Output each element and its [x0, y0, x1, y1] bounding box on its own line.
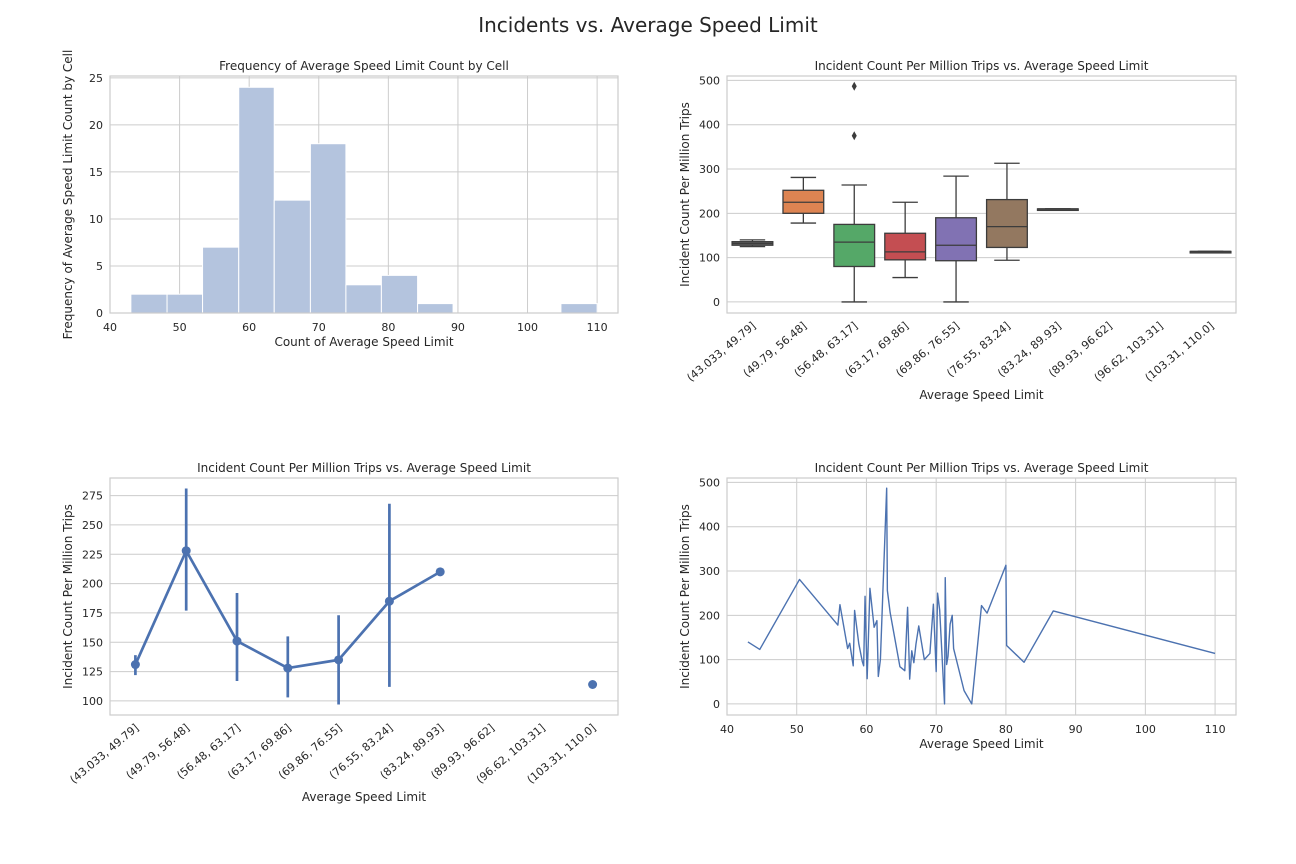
box-title: Incident Count Per Million Trips vs. Ave… — [815, 59, 1149, 73]
hist-xtick-label: 70 — [312, 321, 326, 334]
line-ytick-label: 400 — [699, 521, 720, 534]
point-marker — [181, 546, 191, 556]
box-ytick-label: 300 — [699, 163, 720, 176]
hist-bar — [202, 246, 240, 314]
hist-ytick-label: 25 — [89, 72, 103, 85]
hist-bar — [238, 86, 275, 314]
line-xtick-label: 100 — [1135, 723, 1156, 736]
hist-ytick-label: 0 — [96, 307, 103, 320]
point-marker — [588, 679, 598, 689]
box-ytick-label: 200 — [699, 207, 720, 220]
line-ytick-label: 100 — [699, 654, 720, 667]
line-frame — [726, 477, 1237, 716]
box-body — [833, 223, 876, 268]
hist-title: Frequency of Average Speed Limit Count b… — [219, 59, 509, 73]
point-title: Incident Count Per Million Trips vs. Ave… — [197, 461, 531, 475]
box-body — [985, 198, 1028, 249]
box-outlier — [851, 81, 857, 91]
line-title: Incident Count Per Million Trips vs. Ave… — [815, 461, 1149, 475]
hist-ytick-label: 10 — [89, 213, 103, 226]
line-ytick-label: 0 — [713, 698, 720, 711]
line-ytick-label: 200 — [699, 609, 720, 622]
line-xtick-label: 50 — [790, 723, 804, 736]
point-marker — [435, 567, 445, 577]
point-ytick-label: 275 — [82, 490, 103, 503]
line-xtick-label: 60 — [859, 723, 873, 736]
point-ytick-label: 200 — [82, 578, 103, 591]
hist-bar — [130, 293, 168, 314]
line-xtick-label: 110 — [1205, 723, 1226, 736]
hist-bar — [166, 293, 204, 314]
box-ylabel: Incident Count Per Million Trips — [678, 102, 692, 287]
point-marker — [283, 663, 293, 673]
point-frame — [109, 477, 619, 716]
point-ytick-label: 125 — [82, 666, 103, 679]
box-body — [935, 217, 978, 262]
hist-xtick-label: 60 — [242, 321, 256, 334]
point-ytick-label: 150 — [82, 636, 103, 649]
point-marker — [232, 636, 242, 646]
box-ytick-label: 100 — [699, 252, 720, 265]
box-outlier — [851, 131, 857, 141]
hist-bar — [309, 143, 347, 314]
point-ylabel: Incident Count Per Million Trips — [61, 504, 75, 689]
lineplot-panel: 40 50 60 70 80 90 100 110 0 100 200 300 400 500 Incide… — [678, 461, 1237, 751]
hist-xtick-label: 110 — [587, 321, 608, 334]
hist-ytick-label: 5 — [96, 260, 103, 273]
point-ytick-label: 100 — [82, 695, 103, 708]
line-xtick-label: 40 — [720, 723, 734, 736]
line-xtick-label: 90 — [1069, 723, 1083, 736]
hist-bar — [560, 303, 598, 314]
line-ylabel: Incident Count Per Million Trips — [678, 504, 692, 689]
histogram-panel: 40 50 60 70 80 90 100 110 0 5 10 15 20 25 Frequency of… — [61, 50, 619, 349]
hist-xtick-label: 100 — [517, 321, 538, 334]
hist-xlabel: Count of Average Speed Limit — [274, 335, 453, 349]
point-ytick-label: 175 — [82, 607, 103, 620]
line-xlabel: Average Speed Limit — [919, 737, 1044, 751]
line-xtick-label: 70 — [929, 723, 943, 736]
point-ytick-label: 250 — [82, 519, 103, 532]
box-ytick-label: 500 — [699, 74, 720, 87]
hist-bar — [345, 284, 382, 314]
box-ytick-label: 400 — [699, 119, 720, 132]
line-ytick-label: 500 — [699, 476, 720, 489]
hist-frame — [109, 75, 619, 314]
hist-bar — [380, 274, 419, 314]
line-ytick-label: 300 — [699, 565, 720, 578]
box-frame — [726, 75, 1237, 314]
line-xtick-label: 80 — [999, 723, 1013, 736]
point-marker — [384, 596, 394, 606]
point-ytick-label: 225 — [82, 548, 103, 561]
hist-ytick-label: 20 — [89, 119, 103, 132]
point-marker — [334, 655, 344, 665]
hist-bar — [273, 199, 311, 314]
hist-bar — [417, 303, 454, 314]
hist-xtick-label: 80 — [381, 321, 395, 334]
figure-title: Incidents vs. Average Speed Limit — [478, 13, 818, 37]
point-xlabel: Average Speed Limit — [302, 790, 427, 804]
hist-ytick-label: 15 — [89, 166, 103, 179]
point-marker — [130, 660, 140, 670]
line-series — [747, 487, 1216, 705]
hist-ylabel: Frequency of Average Speed Limit Count b… — [61, 50, 75, 340]
box-body — [884, 232, 927, 261]
hist-xtick-label: 90 — [451, 321, 465, 334]
box-ytick-label: 0 — [713, 296, 720, 309]
box-xlabel: Average Speed Limit — [919, 388, 1044, 402]
hist-xtick-label: 40 — [103, 321, 117, 334]
hist-xtick-label: 50 — [173, 321, 187, 334]
